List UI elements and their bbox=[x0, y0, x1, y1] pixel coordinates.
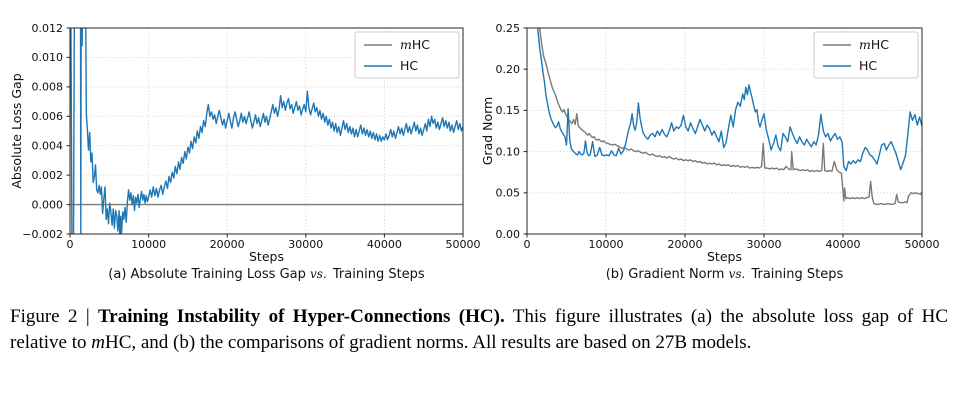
x-tick-label: 0 bbox=[524, 238, 531, 251]
x-tick-label: 20000 bbox=[210, 238, 245, 251]
x-axis-label: Steps bbox=[249, 249, 284, 264]
subcaption-b-text-2: Training Steps bbox=[747, 267, 844, 282]
x-tick-label: 40000 bbox=[367, 238, 402, 251]
legend-label-mhc: mHC bbox=[859, 37, 889, 52]
series-hc-line bbox=[70, 28, 463, 234]
chart-b-subcaption: (b) Gradient Norm vs. Training Steps bbox=[527, 267, 922, 282]
x-tick-label: 30000 bbox=[747, 238, 782, 251]
figure-caption-body-2: HC, and (b) the comparisons of gradient … bbox=[104, 332, 752, 353]
figure-caption-label: Figure 2 | bbox=[10, 306, 99, 327]
series-hc-line bbox=[536, 28, 922, 172]
legend-label-hc: HC bbox=[400, 58, 418, 73]
y-tick-label: 0.002 bbox=[32, 169, 64, 182]
subcaption-a-text-2: Training Steps bbox=[328, 267, 425, 282]
y-tick-label: 0.004 bbox=[32, 140, 64, 153]
chart-b-grad-norm-plot: 0 10000 20000 30000 40000 50000 0.00 0.05 0.10 0.… bbox=[480, 22, 940, 264]
x-tick-label: 20000 bbox=[668, 238, 703, 251]
y-tick-label: −0.002 bbox=[22, 228, 63, 241]
chart-a-subcaption: (a) Absolute Training Loss Gap vs. Train… bbox=[70, 267, 463, 282]
series-mhc-line bbox=[539, 28, 922, 206]
y-axis-label: Absolute Loss Gap bbox=[9, 73, 24, 188]
subcaption-a-vs: vs. bbox=[310, 267, 327, 281]
legend-label-hc: HC bbox=[859, 58, 877, 73]
y-tick-label: 0.15 bbox=[496, 104, 521, 117]
y-tick-label: 0.20 bbox=[496, 63, 521, 76]
subcaption-b-vs: vs. bbox=[728, 267, 746, 281]
charts-row: 0 10000 20000 30000 40000 50000 −0.002 0.000 0.0… bbox=[0, 2, 960, 282]
figure-caption-body-1: This figure illustrates (a) the absolute… bbox=[10, 306, 949, 353]
y-axis-label: Grad Norm bbox=[480, 97, 495, 166]
y-tick-label: 0.000 bbox=[32, 198, 64, 211]
tick-labels: 0 10000 20000 30000 40000 50000 −0.002 0.000 0.0… bbox=[22, 22, 480, 251]
y-tick-label: 0.010 bbox=[32, 51, 64, 64]
y-tick-label: 0.006 bbox=[32, 110, 64, 123]
y-tick-label: 0.012 bbox=[32, 22, 64, 35]
x-tick-label: 30000 bbox=[288, 238, 323, 251]
tick-labels: 0 10000 20000 30000 40000 50000 0.00 0.05 0.10 0.… bbox=[496, 22, 940, 251]
y-tick-label: 0.008 bbox=[32, 81, 64, 94]
x-axis-label: Steps bbox=[707, 249, 742, 264]
x-tick-label: 0 bbox=[67, 238, 74, 251]
chart-a-loss-gap-plot: 0 10000 20000 30000 40000 50000 −0.002 0.000 0.0… bbox=[9, 22, 480, 264]
tick-marks bbox=[523, 27, 923, 238]
plot-border bbox=[526, 27, 923, 235]
subcaption-a-text: (a) Absolute Training Loss Gap bbox=[108, 267, 310, 282]
plot-border bbox=[69, 27, 464, 235]
chart-a-figure: 0 10000 20000 30000 40000 50000 −0.002 0.000 0.0… bbox=[0, 2, 480, 282]
figure-caption-title: Training Instability of Hyper-Connection… bbox=[98, 306, 505, 327]
x-tick-label: 50000 bbox=[905, 238, 940, 251]
figure-caption: Figure 2 | Training Instability of Hyper… bbox=[10, 304, 948, 356]
x-tick-label: 50000 bbox=[446, 238, 481, 251]
y-tick-label: 0.10 bbox=[496, 145, 521, 158]
legend: mHC HC bbox=[354, 31, 460, 79]
legend-label-mhc: mHC bbox=[400, 37, 430, 52]
x-tick-label: 10000 bbox=[131, 238, 166, 251]
x-tick-label: 40000 bbox=[826, 238, 861, 251]
subcaption-b-text: (b) Gradient Norm bbox=[605, 267, 729, 282]
y-tick-label: 0.05 bbox=[496, 187, 521, 200]
chart-b-figure: 0 10000 20000 30000 40000 50000 0.00 0.05 0.10 0.… bbox=[480, 2, 960, 282]
figure-caption-italic-m: m bbox=[91, 332, 105, 353]
y-tick-label: 0.00 bbox=[496, 228, 521, 241]
y-tick-label: 0.25 bbox=[496, 22, 521, 35]
legend: mHC HC bbox=[813, 31, 919, 79]
x-tick-label: 10000 bbox=[589, 238, 624, 251]
tick-marks bbox=[66, 27, 464, 238]
